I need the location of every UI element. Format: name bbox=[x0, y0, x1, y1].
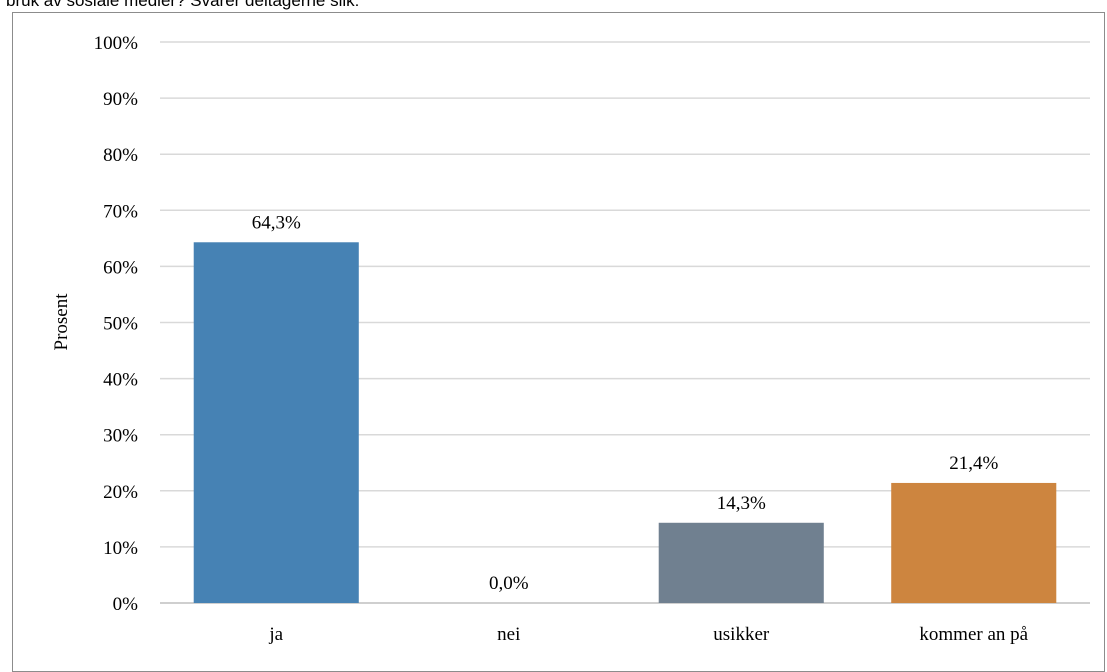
y-tick-label: 40% bbox=[103, 370, 138, 391]
bar-kommer-an-på bbox=[891, 482, 1057, 603]
y-tick-label: 20% bbox=[103, 482, 138, 503]
category-label: nei bbox=[497, 624, 520, 645]
data-label: 21,4% bbox=[949, 453, 998, 474]
y-axis-ticks: 0% 10% 20% 30% 40% 50% 60% 70% 80% 90% 100% bbox=[94, 33, 139, 615]
category-label: kommer an på bbox=[919, 624, 1028, 645]
y-tick-label: 70% bbox=[103, 201, 138, 222]
chart-caption: bruk av sosiale medier? Svarer deltagern… bbox=[6, 0, 360, 10]
bar-chart: 0% 10% 20% 30% 40% 50% 60% 70% 80% 90% 100% 64,3% 0… bbox=[51, 33, 1090, 645]
y-tick-label: 0% bbox=[113, 594, 139, 615]
y-tick-label: 60% bbox=[103, 257, 138, 278]
data-label: 0,0% bbox=[489, 573, 529, 594]
y-tick-label: 80% bbox=[103, 145, 138, 166]
category-label: ja bbox=[268, 624, 283, 645]
bar-usikker bbox=[658, 522, 824, 603]
y-tick-label: 10% bbox=[103, 538, 138, 559]
bar-ja bbox=[193, 242, 359, 604]
y-tick-label: 90% bbox=[103, 89, 138, 110]
y-tick-label: 100% bbox=[94, 33, 139, 54]
bars bbox=[193, 242, 1057, 604]
data-labels: 64,3% 0,0% 14,3% 21,4% bbox=[252, 212, 999, 594]
y-axis-label: Prosent bbox=[51, 293, 72, 351]
data-label: 64,3% bbox=[252, 212, 301, 233]
y-tick-label: 50% bbox=[103, 314, 138, 335]
category-label: usikker bbox=[713, 624, 770, 645]
y-tick-label: 30% bbox=[103, 426, 138, 447]
data-label: 14,3% bbox=[717, 493, 766, 514]
x-axis-categories: ja nei usikker kommer an på bbox=[268, 624, 1028, 645]
